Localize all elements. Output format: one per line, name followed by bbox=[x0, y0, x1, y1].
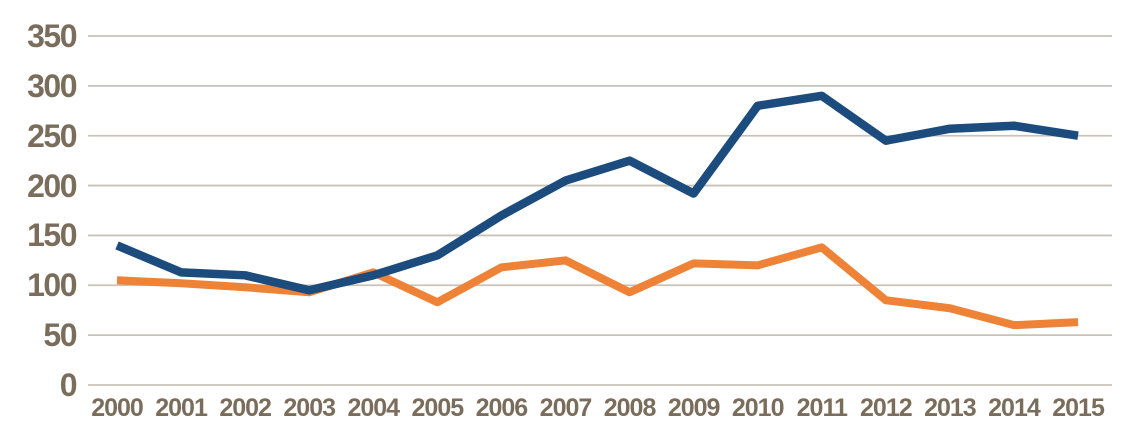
x-tick-label: 2015 bbox=[1052, 394, 1105, 422]
y-tick-label: 300 bbox=[27, 67, 77, 104]
x-tick-label: 2014 bbox=[988, 394, 1041, 422]
x-tick-label: 2003 bbox=[283, 394, 336, 422]
series-lines bbox=[115, 91, 1079, 330]
y-tick-label: 250 bbox=[27, 117, 77, 154]
y-tick-label: 0 bbox=[59, 367, 78, 403]
y-tick-label: 150 bbox=[27, 217, 77, 254]
y-tick-label: 100 bbox=[27, 267, 77, 304]
y-tick-label: 200 bbox=[27, 167, 77, 204]
y-tick-label: 50 bbox=[43, 317, 77, 354]
orange-series-line bbox=[116, 243, 1079, 330]
x-tick-label: 2007 bbox=[539, 394, 593, 422]
blue-series-line bbox=[115, 91, 1079, 295]
x-tick-label: 2005 bbox=[411, 394, 465, 422]
x-tick-label: 2013 bbox=[924, 394, 977, 422]
x-tick-label: 2008 bbox=[603, 394, 657, 422]
x-tick-label: 2006 bbox=[475, 394, 529, 422]
x-tick-label: 2000 bbox=[91, 394, 144, 422]
y-tick-label: 350 bbox=[27, 18, 77, 54]
x-tick-label: 2002 bbox=[219, 394, 272, 422]
x-tick-label: 2010 bbox=[731, 394, 785, 422]
x-tick-label: 2004 bbox=[347, 394, 400, 422]
gridlines bbox=[88, 35, 1112, 386]
x-tick-label: 2009 bbox=[667, 394, 721, 422]
x-tick-label: 2001 bbox=[155, 394, 208, 422]
x-tick-label: 2012 bbox=[860, 394, 913, 422]
x-tick-label: 2011 bbox=[796, 394, 848, 422]
